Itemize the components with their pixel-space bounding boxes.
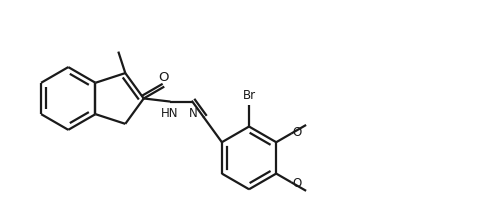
Text: N: N	[189, 107, 198, 120]
Text: Br: Br	[243, 89, 256, 102]
Text: O: O	[292, 126, 301, 139]
Text: O: O	[292, 177, 301, 190]
Text: HN: HN	[161, 107, 179, 120]
Text: O: O	[159, 72, 169, 84]
